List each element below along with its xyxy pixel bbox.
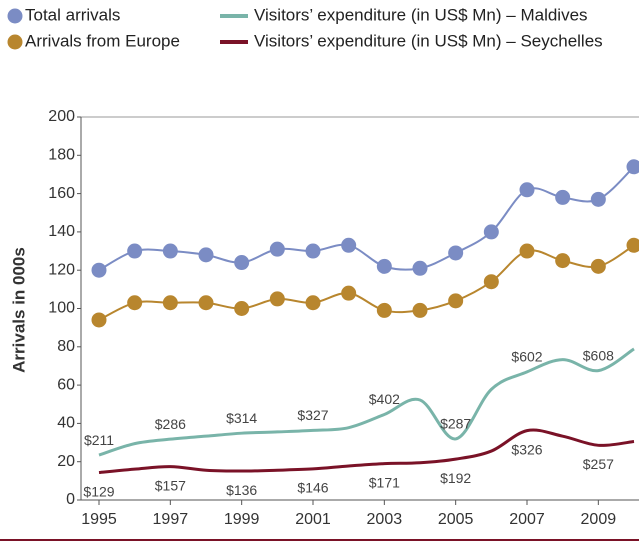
- value-label: $157: [155, 477, 186, 493]
- x-tick-label: 1997: [153, 511, 189, 528]
- x-tick-label: 2003: [367, 511, 403, 528]
- data-point: [305, 243, 321, 259]
- y-tick-label: 80: [57, 338, 75, 355]
- data-point: [127, 243, 143, 259]
- y-tick-label: 40: [57, 415, 75, 432]
- data-point: [626, 237, 639, 253]
- data-point: [127, 295, 143, 311]
- y-tick-label: 0: [66, 491, 75, 508]
- data-point: [341, 285, 357, 301]
- data-point: [91, 312, 107, 328]
- value-label: $171: [369, 474, 400, 490]
- data-point: [269, 241, 285, 257]
- data-point: [519, 243, 535, 259]
- data-point: [626, 159, 639, 175]
- data-point: [412, 260, 428, 276]
- data-point: [448, 245, 464, 261]
- legend-swatch: [7, 8, 23, 24]
- data-point: [341, 237, 357, 253]
- x-tick-label: 2005: [438, 511, 474, 528]
- legend-label: Visitors’ expenditure (in US$ Mn) – Mald…: [254, 5, 588, 24]
- value-label: $402: [369, 391, 400, 407]
- y-tick-label: 100: [48, 300, 75, 317]
- y-axis-label: Arrivals in 000s: [9, 247, 28, 373]
- data-point: [519, 182, 535, 198]
- series-line: [98, 428, 635, 475]
- data-point: [412, 302, 428, 318]
- legend-label: Arrivals from Europe: [25, 31, 180, 50]
- value-label: $287: [440, 416, 471, 432]
- data-point: [162, 295, 178, 311]
- y-tick-label: 140: [48, 223, 75, 240]
- data-point: [555, 253, 571, 269]
- x-tick-label: 2007: [509, 511, 545, 528]
- x-tick-label: 2001: [295, 511, 331, 528]
- value-label: $192: [440, 470, 471, 486]
- value-label: $129: [83, 483, 114, 499]
- legend-swatch: [7, 34, 23, 50]
- series-line: [98, 244, 635, 321]
- data-point: [590, 191, 606, 207]
- value-label: $257: [583, 456, 614, 472]
- data-point: [376, 258, 392, 274]
- x-tick-label: 2009: [581, 511, 617, 528]
- y-tick-label: 20: [57, 453, 75, 470]
- value-label: $211: [84, 432, 114, 448]
- data-point: [91, 262, 107, 278]
- data-point: [305, 295, 321, 311]
- value-label: $327: [297, 407, 328, 423]
- legend-label: Visitors’ expenditure (in US$ Mn) – Seyc…: [254, 31, 603, 50]
- y-tick-label: 180: [48, 147, 75, 164]
- data-point: [483, 274, 499, 290]
- value-label: $136: [226, 482, 257, 498]
- series-line: [98, 166, 635, 272]
- y-tick-label: 160: [48, 185, 75, 202]
- value-label: $326: [511, 441, 542, 457]
- data-point: [555, 189, 571, 205]
- data-point: [269, 291, 285, 307]
- value-label: $314: [226, 410, 257, 426]
- data-point: [198, 295, 214, 311]
- data-point: [162, 243, 178, 259]
- data-point: [376, 302, 392, 318]
- data-point: [483, 224, 499, 240]
- data-point: [234, 255, 250, 271]
- legend-label: Total arrivals: [25, 5, 120, 24]
- y-tick-label: 200: [48, 108, 75, 125]
- series-line: [98, 347, 635, 457]
- y-tick-label: 120: [48, 261, 75, 278]
- x-tick-label: 1999: [224, 511, 260, 528]
- value-label: $608: [583, 347, 614, 363]
- x-tick-label: 1995: [81, 511, 117, 528]
- y-tick-label: 60: [57, 376, 75, 393]
- data-point: [590, 258, 606, 274]
- legend-swatch: [220, 14, 248, 18]
- value-label: $602: [511, 349, 542, 365]
- legend-swatch: [220, 40, 248, 44]
- data-point: [198, 247, 214, 263]
- value-label: $146: [297, 480, 328, 496]
- data-point: [234, 301, 250, 316]
- value-label: $286: [155, 416, 186, 432]
- data-point: [448, 293, 464, 309]
